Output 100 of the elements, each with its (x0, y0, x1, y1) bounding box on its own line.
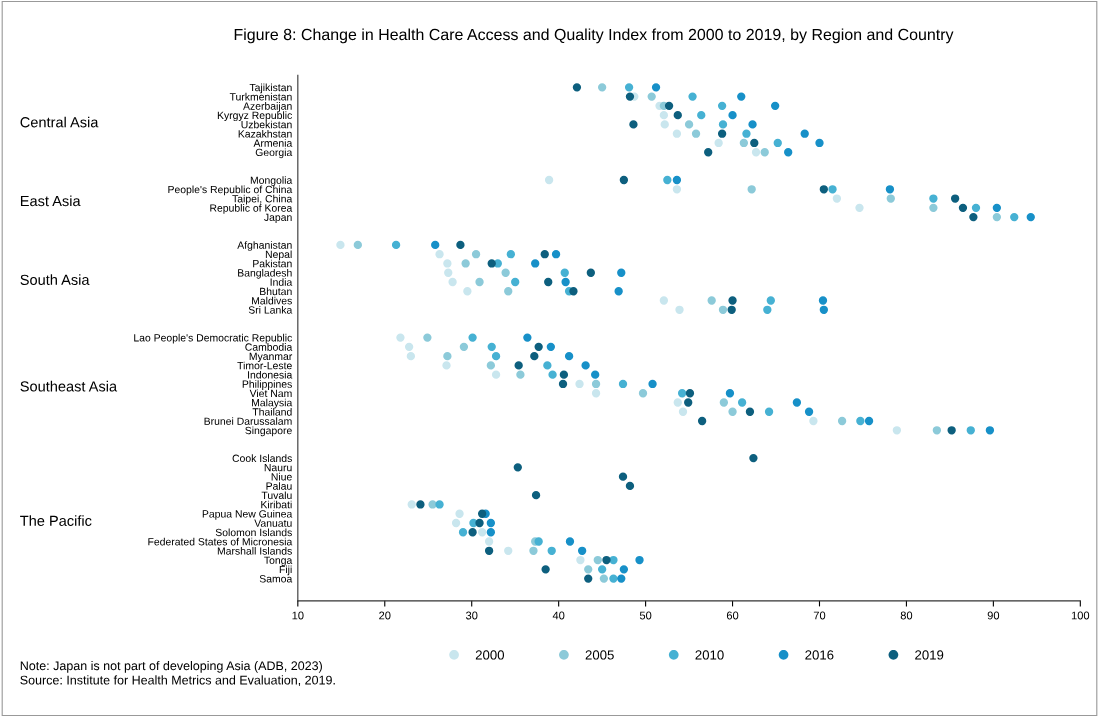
point (475, 518, 484, 528)
point (763, 305, 772, 314)
point (966, 426, 975, 435)
point (750, 138, 759, 148)
point (569, 287, 578, 296)
point (832, 194, 842, 203)
point (618, 379, 628, 389)
text: The Pacific (20, 515, 92, 526)
y-tick-label: Timor-Leste (237, 361, 292, 370)
point (544, 277, 553, 287)
x-tick-label: 50 (639, 611, 652, 620)
point (484, 546, 494, 555)
source-note: Source: Institute for Health Metrics and Evaluation, 2019. (20, 675, 335, 686)
point (992, 203, 1002, 212)
y-tick-label: Thailand (252, 407, 292, 416)
point (929, 194, 938, 203)
point (685, 389, 695, 398)
point (697, 110, 706, 120)
y-tick-label: Viet Nam (249, 389, 292, 398)
x-tick-label: 100 (1071, 611, 1090, 620)
point (541, 565, 550, 574)
y-tick-label: Republic of Korea (210, 204, 293, 214)
point (491, 370, 501, 379)
point (501, 268, 510, 277)
point (932, 426, 942, 435)
point (1026, 212, 1035, 222)
point (581, 361, 590, 370)
y-tick-label: Fiji (279, 565, 292, 576)
point (950, 194, 960, 203)
point (718, 120, 728, 129)
legend-label: 2016 (805, 650, 834, 660)
point (749, 453, 758, 463)
point (576, 555, 585, 565)
point (707, 296, 716, 305)
point (659, 296, 669, 305)
point (406, 351, 416, 361)
point (513, 463, 522, 472)
point (491, 351, 501, 361)
point (815, 138, 824, 148)
point (444, 268, 453, 277)
chart-title: Figure 8: Change in Health Care Access and Quality Index from 2000 to 2019, by Region and Country (234, 28, 954, 44)
x-tick-label: 80 (900, 611, 913, 620)
y-tick-label: Malaysia (252, 398, 293, 409)
point (591, 370, 600, 379)
point (677, 389, 687, 398)
y-tick-label: Tajikistan (249, 83, 292, 94)
x-tick-label: 30 (465, 611, 478, 620)
point (648, 379, 657, 389)
point (969, 212, 978, 222)
point (728, 110, 737, 120)
point (717, 129, 727, 138)
point (477, 509, 487, 518)
point (560, 268, 569, 277)
point (728, 296, 737, 305)
x-tick-label: 40 (552, 611, 565, 620)
point (635, 555, 644, 565)
y-tick-label: Tonga (264, 556, 293, 566)
y-tick-label: Afghanistan (237, 241, 292, 251)
point (704, 148, 713, 157)
y-tick-label: Niue (271, 472, 292, 481)
y-tick-label: Armenia (253, 139, 293, 147)
point (486, 518, 496, 528)
point (575, 379, 584, 389)
point (742, 129, 751, 138)
point (451, 518, 461, 528)
point (678, 407, 688, 416)
point (619, 565, 629, 574)
point (714, 138, 723, 148)
point (892, 426, 902, 435)
point (1010, 212, 1019, 222)
point (396, 333, 405, 342)
point (688, 92, 697, 101)
y-tick-label: Brunei Darussalam (204, 417, 292, 425)
point (745, 407, 755, 416)
y-tick-label: Vanuatu (254, 519, 292, 527)
point (766, 296, 775, 305)
point (673, 398, 682, 407)
text: South Asia (20, 274, 90, 285)
point (625, 92, 635, 101)
point (544, 175, 554, 185)
y-tick-label: Georgia (255, 148, 293, 159)
point (428, 500, 437, 509)
point (784, 148, 793, 157)
point (407, 500, 416, 509)
point (885, 185, 895, 194)
point (593, 555, 602, 565)
y-tick-label: Cook Islands (232, 454, 292, 462)
point (818, 296, 828, 305)
x-tick-label: 20 (379, 611, 391, 620)
y-tick-label: Kiribati (261, 500, 292, 509)
text: Southeast Asia (20, 380, 118, 392)
y-tick-label: Palau (266, 482, 292, 490)
text: East Asia (20, 195, 81, 207)
point (561, 277, 570, 287)
point (416, 500, 425, 509)
point (516, 370, 525, 379)
point (629, 120, 638, 129)
y-tick-label: Nauru (264, 463, 292, 472)
point (468, 333, 477, 342)
y-tick-label: Singapore (245, 426, 292, 437)
